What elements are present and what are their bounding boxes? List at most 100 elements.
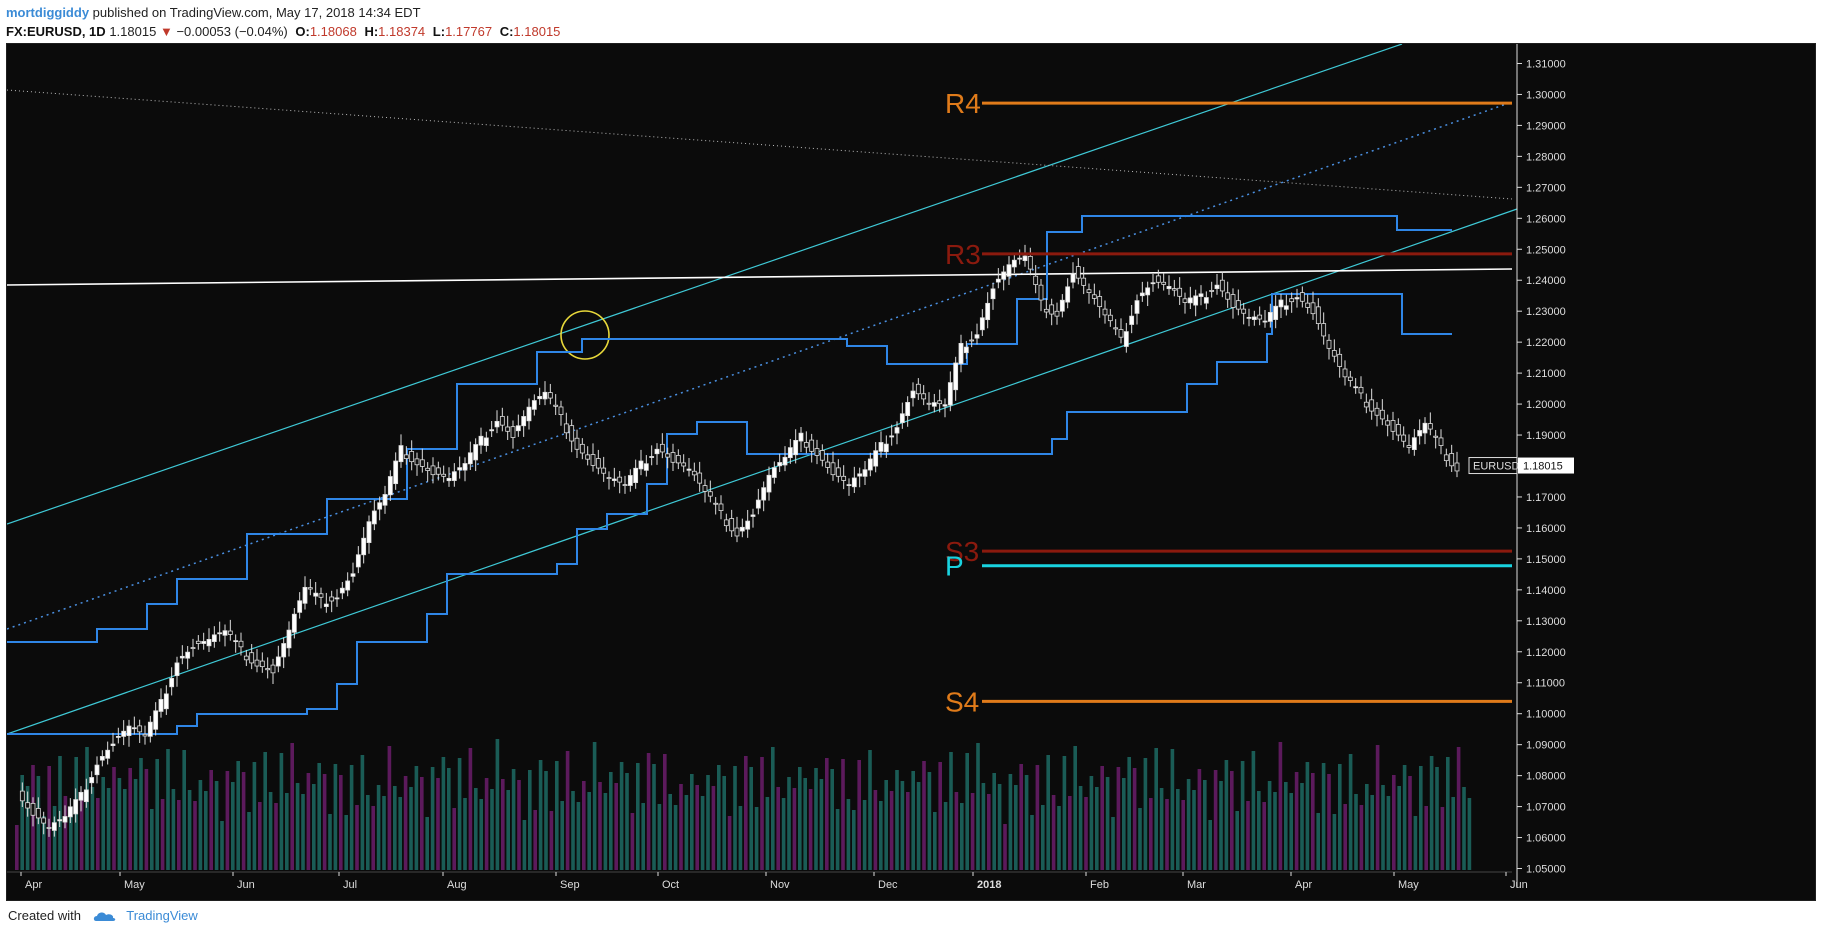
candle-body	[1209, 290, 1215, 292]
candle-body	[606, 477, 612, 479]
volume-bar	[1440, 807, 1445, 870]
volume-bar	[1181, 800, 1185, 870]
candle-body	[457, 467, 463, 471]
volume-bar	[398, 797, 402, 870]
volume-bar	[20, 775, 24, 870]
candle-body	[574, 437, 580, 450]
volume-bar	[1359, 805, 1364, 870]
price-chart[interactable]: R4 R3 S3P S4 1.31000 1.30000 1.29000 1.28000 1.…	[7, 44, 1815, 900]
chart-area[interactable]: R4 R3 S3 P S4 1.31000 1.30000 1.29000 1.28000 1.…	[6, 43, 1816, 901]
price-tick-label: 1.27000	[1526, 182, 1566, 194]
candle-body	[894, 427, 900, 434]
volume-bar	[90, 787, 95, 870]
volume-bar	[1257, 791, 1261, 870]
candle-body	[174, 662, 180, 677]
candle-body	[1134, 300, 1140, 314]
volume-bar	[587, 792, 591, 870]
candle-body	[1379, 409, 1385, 420]
volume-bar	[1186, 779, 1191, 870]
volume-bar	[1435, 767, 1439, 870]
candle-body	[1171, 288, 1177, 291]
tradingview-link[interactable]: TradingView	[126, 908, 198, 923]
candle-body	[313, 592, 319, 597]
volume-bar	[79, 797, 84, 870]
price-tick-label: 1.24000	[1526, 275, 1566, 287]
price-tick-label: 1.21000	[1526, 368, 1566, 380]
volume-bar	[1332, 814, 1337, 870]
candle-body	[1401, 434, 1407, 442]
candle-body	[67, 806, 73, 818]
volume-bar	[252, 762, 257, 870]
month-label: May	[1398, 879, 1419, 891]
volume-bar	[1003, 824, 1007, 870]
candle-body	[755, 499, 761, 509]
close-value: 1.18015	[513, 24, 561, 39]
volume-bar	[1132, 768, 1137, 870]
volume-bar	[263, 752, 267, 870]
candle-body	[969, 339, 975, 342]
volume-bar	[425, 817, 429, 870]
volume-bar	[976, 743, 980, 870]
volume-bar	[830, 769, 834, 870]
volume-bar	[1041, 805, 1045, 870]
candle-body	[1102, 308, 1108, 316]
candle-body	[846, 484, 852, 486]
volume-bar	[1316, 813, 1320, 870]
volume-bar	[1370, 795, 1374, 870]
pivot-label-s4: S4	[945, 686, 979, 717]
price-tick-label: 1.19000	[1526, 430, 1566, 442]
price-tags: EURUSD 1.18015	[1468, 457, 1574, 475]
candle-body	[275, 656, 281, 667]
candle-body	[654, 448, 660, 455]
candle-body	[1395, 424, 1401, 436]
candle-body	[643, 463, 649, 471]
candle-body	[318, 593, 324, 598]
volume-bar	[754, 807, 759, 870]
month-label: Jun	[1510, 879, 1528, 891]
candle-body	[121, 730, 127, 737]
price-tick-label: 1.23000	[1526, 306, 1566, 318]
volume-bar	[1235, 811, 1239, 870]
pivot-label-r4: R4	[945, 88, 981, 119]
price-tick-label: 1.22000	[1526, 337, 1566, 349]
volume-bar	[954, 792, 959, 870]
candle-body	[126, 725, 132, 736]
volume-bar	[177, 800, 181, 870]
candle-body	[809, 439, 815, 452]
volume-bar	[884, 780, 888, 870]
candle-body	[947, 382, 953, 406]
candle-body	[435, 467, 441, 475]
candle-body	[761, 487, 767, 501]
candle-body	[926, 402, 932, 405]
volume-bar	[1116, 767, 1121, 870]
volume-bar	[366, 795, 370, 870]
candle-body	[510, 426, 516, 438]
volume-bar	[1267, 781, 1272, 870]
candle-body	[355, 554, 361, 568]
published-text: published on TradingView.com, May 17, 20…	[89, 5, 421, 20]
volume-bar	[981, 783, 986, 870]
footer: Created with TradingView	[8, 908, 198, 928]
author-link[interactable]: mortdiggiddy	[6, 5, 90, 20]
volume-bar	[943, 802, 948, 870]
time-axis[interactable]: Apr May Jun Jul Aug Sep Oct Nov Dec 2018 Feb Mar Apr…	[7, 871, 1528, 891]
candle-body	[537, 396, 543, 400]
volume-bar	[198, 780, 203, 870]
volume-bar	[474, 788, 478, 870]
volume-bar	[1300, 783, 1304, 870]
volume-bar	[382, 796, 386, 870]
month-label: Oct	[662, 879, 679, 891]
volume-bar	[1224, 760, 1229, 870]
volume-bar	[1338, 764, 1342, 870]
candle-body	[451, 471, 457, 481]
candle-body	[425, 467, 431, 471]
symbol-label[interactable]: FX:EURUSD, 1D	[6, 24, 106, 39]
candle-body	[1123, 331, 1129, 347]
volume-bar	[231, 782, 235, 870]
volume-bar	[776, 787, 780, 870]
candle-body	[793, 440, 799, 456]
volume-bar	[700, 796, 705, 870]
candle-body	[729, 518, 735, 532]
candle-body	[281, 643, 287, 658]
volume-bar	[711, 786, 716, 870]
